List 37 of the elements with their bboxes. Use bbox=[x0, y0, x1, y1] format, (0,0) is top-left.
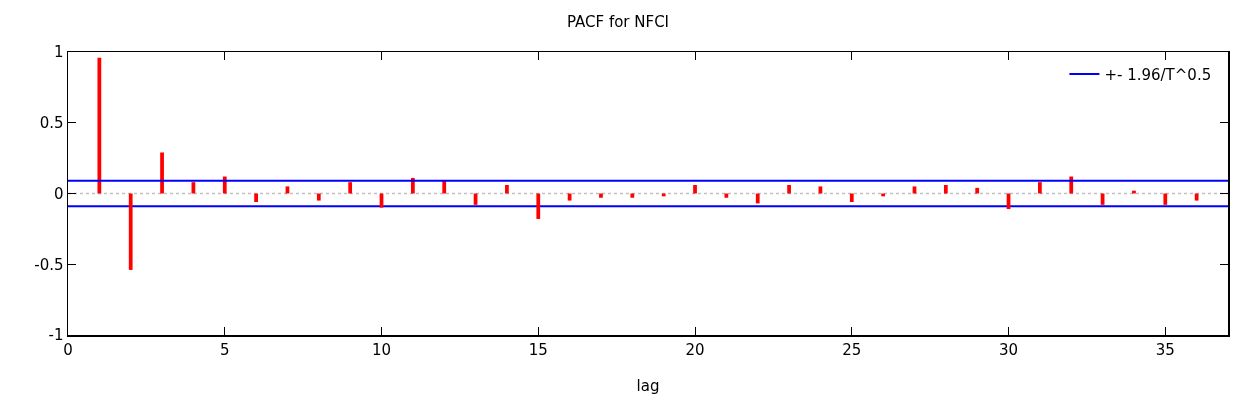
bar bbox=[1038, 182, 1042, 194]
bar bbox=[693, 185, 697, 194]
y-tick-label: 0 bbox=[53, 184, 64, 203]
bar bbox=[254, 193, 258, 202]
x-tick-label: 10 bbox=[371, 340, 392, 359]
x-axis-title: lag bbox=[636, 376, 660, 395]
bar bbox=[975, 187, 980, 194]
x-tick-label: 5 bbox=[219, 340, 230, 359]
bar bbox=[505, 185, 509, 194]
x-tick-label: 30 bbox=[998, 340, 1019, 359]
bar bbox=[1163, 193, 1168, 205]
bar bbox=[943, 185, 948, 194]
bar bbox=[567, 193, 572, 201]
bar bbox=[348, 182, 353, 194]
bar bbox=[97, 57, 102, 194]
bar bbox=[1132, 190, 1136, 194]
chart-title: PACF for NFCI bbox=[566, 13, 670, 32]
bar bbox=[536, 193, 541, 219]
bar bbox=[630, 193, 635, 198]
bar bbox=[787, 185, 791, 194]
bar bbox=[849, 193, 854, 202]
y-tick-label: 0.5 bbox=[39, 114, 64, 132]
y-tick-label: 1 bbox=[53, 43, 64, 62]
y-tick-label: -0.5 bbox=[34, 255, 64, 274]
bar bbox=[128, 193, 133, 270]
bar bbox=[160, 152, 164, 194]
legend-label: +- 1.96/T^0.5 bbox=[1104, 65, 1212, 84]
x-tick-label: 15 bbox=[528, 340, 548, 359]
x-tick-label: 25 bbox=[842, 340, 862, 359]
bar bbox=[442, 180, 447, 194]
x-tick-label: 35 bbox=[1155, 340, 1175, 359]
bar bbox=[599, 193, 603, 198]
bar bbox=[755, 193, 760, 204]
bar bbox=[1194, 193, 1199, 201]
bar bbox=[316, 193, 321, 201]
x-tick-label: 20 bbox=[685, 340, 705, 359]
y-tick-label: -1 bbox=[48, 326, 64, 345]
